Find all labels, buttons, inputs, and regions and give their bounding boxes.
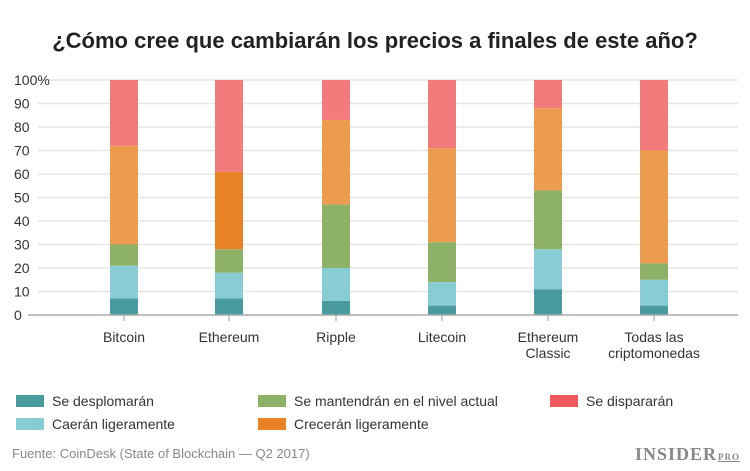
bar-segment — [534, 108, 562, 191]
bar-segment — [640, 150, 668, 264]
x-tick-label: Classic — [525, 345, 570, 361]
legend-item[interactable]: Se dispararán — [550, 393, 673, 409]
y-tick-label: 80 — [14, 119, 30, 135]
bar-segment — [534, 249, 562, 290]
y-tick-label: 70 — [14, 143, 30, 159]
x-tick-label: Ethereum — [199, 329, 260, 345]
bar-segment — [428, 242, 456, 283]
legend-label: Crecerán ligeramente — [294, 416, 429, 432]
y-tick-label: 40 — [14, 213, 30, 229]
chart-title: ¿Cómo cree que cambiarán los precios a f… — [52, 28, 698, 53]
bar-segment — [322, 119, 350, 205]
legend-item[interactable]: Se desplomarán — [16, 393, 154, 409]
legend-label: Se dispararán — [586, 393, 674, 409]
legend-swatch — [16, 395, 44, 407]
y-tick-label: 50 — [14, 190, 30, 206]
legend-swatch — [16, 418, 44, 430]
bar-segment — [110, 80, 138, 146]
bar-segment — [215, 171, 243, 250]
y-tick-label: 0 — [14, 307, 22, 323]
source-note: Fuente: CoinDesk (State of Blockchain — … — [12, 446, 310, 461]
bar-segment — [322, 80, 350, 120]
bar-segment — [322, 204, 350, 268]
insider-pro-logo: INSIDERPRO — [634, 444, 740, 464]
y-tick-label: 10 — [14, 284, 30, 300]
x-tick-label: Litecoin — [418, 329, 466, 345]
legend-label: Se mantendrán en el nivel actual — [294, 393, 498, 409]
bar-segment — [110, 244, 138, 266]
legend-item[interactable]: Caerán ligeramente — [16, 416, 175, 432]
legend-label: Se desplomarán — [52, 393, 154, 409]
bar-segment — [428, 305, 456, 315]
y-tick-label: 20 — [14, 260, 30, 276]
bar-segment — [428, 282, 456, 306]
bar-segment — [322, 268, 350, 301]
x-tick-label: Ripple — [316, 329, 356, 345]
bar-segment — [534, 80, 562, 109]
x-tick-label: Ethereum — [518, 329, 579, 345]
bar-segment — [640, 279, 668, 306]
bar-segment — [534, 190, 562, 250]
bar-segment — [110, 265, 138, 299]
bar-segment — [110, 145, 138, 245]
bar-segment — [428, 148, 456, 243]
y-tick-label: 100% — [14, 72, 50, 88]
legend-swatch — [550, 395, 578, 407]
bar-segment — [534, 289, 562, 315]
x-tick-label: criptomonedas — [608, 345, 700, 361]
bar-segment — [215, 298, 243, 315]
x-tick-label: Todas las — [624, 329, 683, 345]
y-tick-label: 90 — [14, 96, 30, 112]
bar-segment — [640, 80, 668, 151]
bar-segment — [640, 263, 668, 280]
legend-item[interactable]: Se mantendrán en el nivel actual — [258, 393, 498, 409]
bar-segment — [215, 80, 243, 172]
bar-segment — [110, 298, 138, 315]
legend-swatch — [258, 395, 286, 407]
legend-item[interactable]: Crecerán ligeramente — [258, 416, 429, 432]
bar-segment — [215, 272, 243, 299]
legend-label: Caerán ligeramente — [52, 416, 175, 432]
x-tick-label: Bitcoin — [103, 329, 145, 345]
bar-segment — [215, 249, 243, 273]
y-tick-label: 60 — [14, 166, 30, 182]
stacked-bar-chart: 0 10 20 30 40 50 60 70 80 90 100% Bitcoin Ethereum Ri… — [14, 72, 738, 361]
bar-segment — [640, 305, 668, 315]
y-tick-label: 30 — [14, 237, 30, 253]
bar-segment — [322, 300, 350, 315]
legend-swatch — [258, 418, 286, 430]
bar-segment — [428, 80, 456, 149]
